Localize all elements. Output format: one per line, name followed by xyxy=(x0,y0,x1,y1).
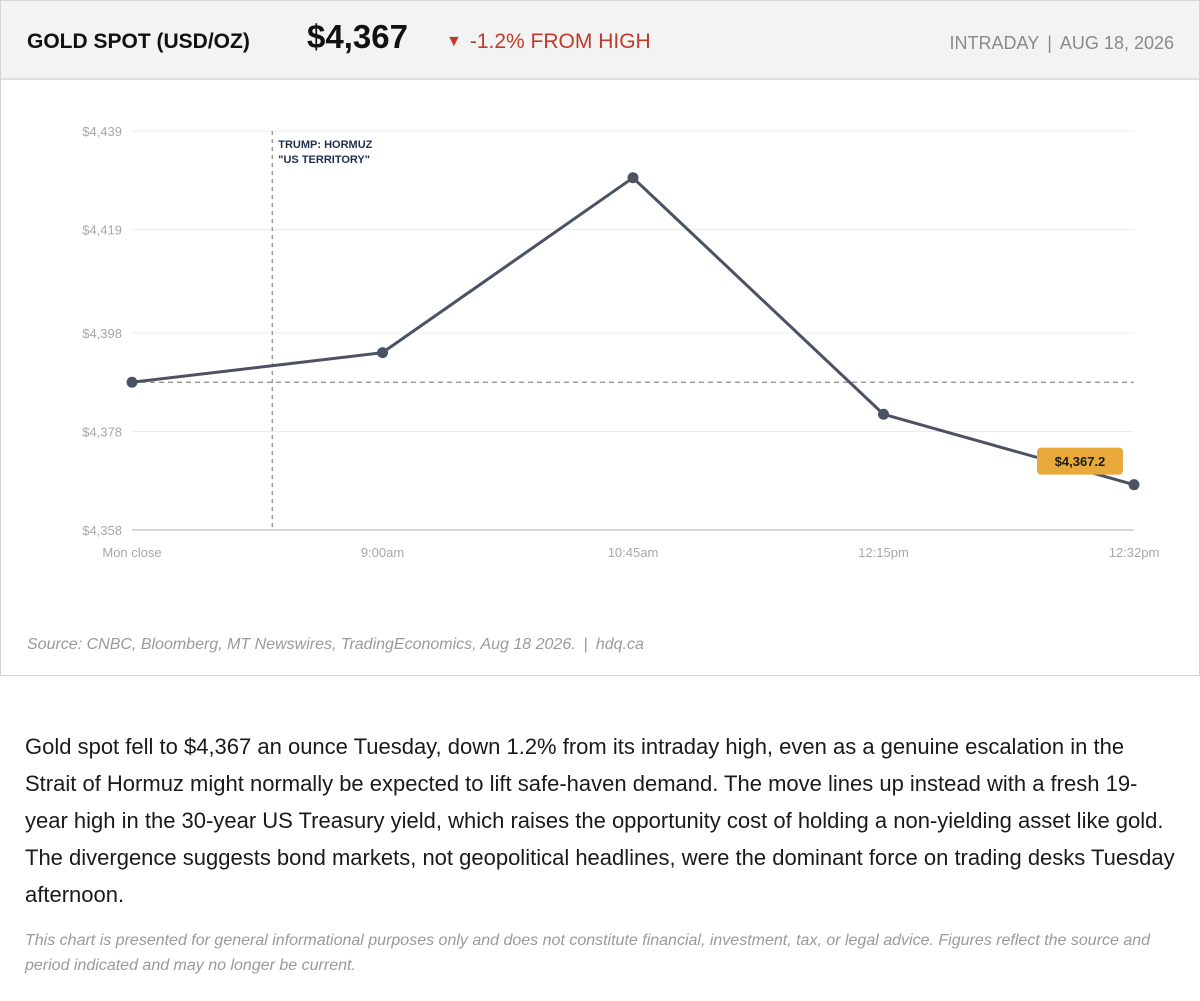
article-paragraph: Gold spot fell to $4,367 an ounce Tuesda… xyxy=(25,734,1175,907)
source-text: Source: CNBC, Bloomberg, MT Newswires, T… xyxy=(27,636,576,653)
data-point xyxy=(377,347,388,359)
data-point xyxy=(878,408,889,420)
chart-card: GOLD SPOT (USD/OZ) $4,367 ▼ -1.2% FROM HI… xyxy=(0,0,1200,676)
line-chart: $4,439 $4,419 $4,398 $4,378 $4,358 Mon close 9… xyxy=(82,124,1160,560)
data-point xyxy=(627,172,639,184)
source-note: Source: CNBC, Bloomberg, MT Newswires, T… xyxy=(27,636,644,654)
timeframe-label: INTRADAY xyxy=(949,33,1040,53)
source-separator: | xyxy=(583,636,588,653)
x-tick-label: Mon close xyxy=(102,545,161,560)
last-value-badge xyxy=(1037,447,1123,475)
x-tick-label: 10:45am xyxy=(608,545,659,560)
y-tick-label: $4,358 xyxy=(82,523,122,538)
x-tick-label: 12:15pm xyxy=(858,545,909,560)
y-tick-label: $4,419 xyxy=(82,223,122,238)
period-separator: | xyxy=(1047,33,1052,53)
price-change: ▼ -1.2% FROM HIGH xyxy=(446,30,651,54)
y-tick-label: $4,398 xyxy=(82,326,122,341)
price-change-text: -1.2% FROM HIGH xyxy=(469,30,651,53)
y-tick-label: $4,378 xyxy=(82,424,122,439)
current-price: $4,367 xyxy=(307,18,408,55)
source-site: hdq.ca xyxy=(595,636,644,653)
y-tick-label: $4,439 xyxy=(82,124,122,139)
x-tick-label: 12:32pm xyxy=(1109,545,1160,560)
last-value-label: $4,367.2 xyxy=(1055,454,1106,469)
event-annotation: "US TERRITORY" xyxy=(278,154,370,166)
data-point xyxy=(1128,479,1140,491)
series-line xyxy=(130,176,1136,487)
chart-header: GOLD SPOT (USD/OZ) $4,367 ▼ -1.2% FROM HI… xyxy=(1,1,1199,80)
down-arrow-icon: ▼ xyxy=(446,33,462,50)
date-label: AUG 18, 2026 xyxy=(1059,33,1174,53)
chart-title: GOLD SPOT (USD/OZ) xyxy=(27,30,250,53)
chart-period: INTRADAY | AUG 18, 2026 xyxy=(950,33,1174,54)
event-annotation: TRUMP: HORMUZ xyxy=(278,139,372,151)
x-tick-label: 9:00am xyxy=(361,545,404,560)
disclaimer: This chart is presented for general info… xyxy=(25,932,1151,974)
data-point xyxy=(126,376,138,388)
